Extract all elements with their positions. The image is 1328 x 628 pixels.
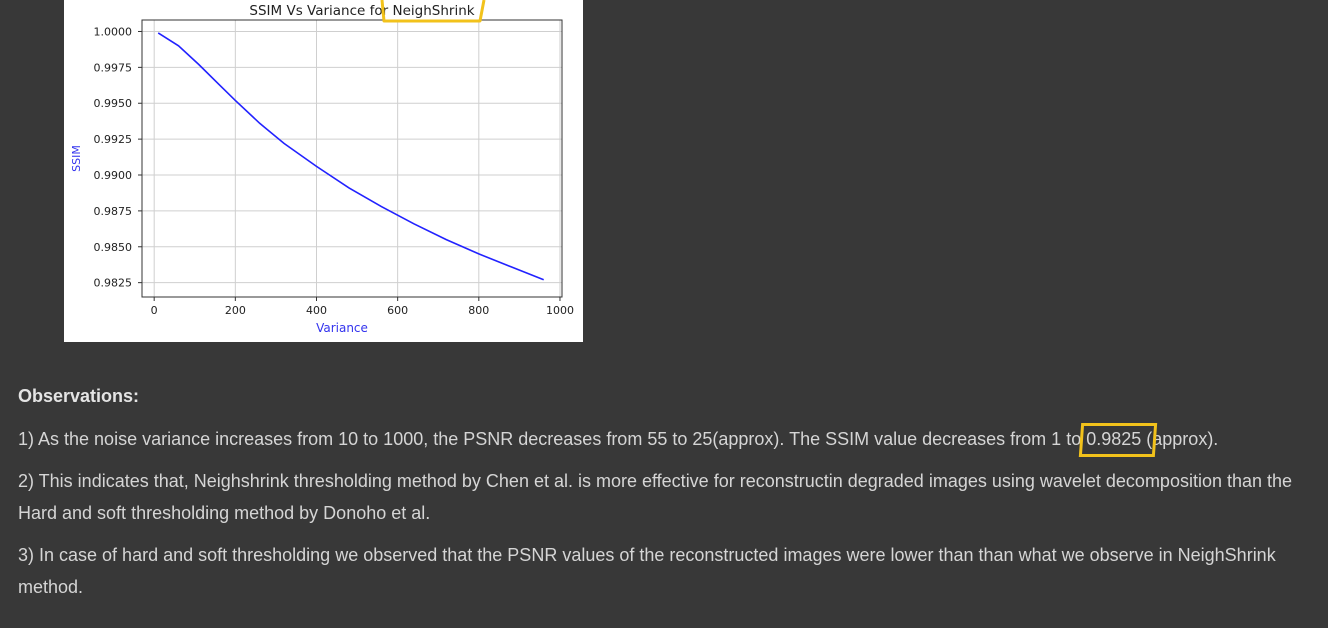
y-tick-label: 0.9900 (94, 169, 133, 182)
observation-1-suffix: (approx). (1141, 429, 1219, 449)
chart-title: SSIM Vs Variance for NeighShrink (249, 3, 474, 19)
highlight-annotation: 0.9825 (1079, 423, 1158, 457)
x-tick-label: 800 (468, 304, 489, 317)
x-tick-label: 1000 (546, 304, 574, 317)
y-tick-label: 0.9925 (94, 133, 133, 146)
observations-heading: Observations: (18, 386, 140, 406)
y-tick-label: 0.9875 (94, 205, 133, 218)
x-tick-label: 200 (225, 304, 246, 317)
ssim-variance-chart: 0 200 400 600 800 1000 0.9825 0.9850 0.9875 0.990… (70, 0, 574, 335)
observations-section: Observations: 1) As the noise variance i… (18, 383, 1308, 613)
y-axis-label: SSIM (70, 145, 83, 172)
y-tick-label: 0.9850 (94, 241, 133, 254)
observation-item-3: 3) In case of hard and soft thresholding… (18, 545, 1276, 597)
y-tick-label: 0.9975 (94, 61, 133, 74)
y-tick-label: 1.0000 (94, 25, 133, 38)
highlighted-value: 0.9825 (1086, 429, 1142, 449)
plot-frame (141, 19, 563, 298)
series-line (157, 32, 544, 281)
x-axis-label: Variance (316, 321, 368, 335)
observation-item-2: 2) This indicates that, Neighshrink thre… (18, 471, 1293, 523)
y-tick-label: 0.9825 (94, 277, 133, 290)
x-tick-label: 0 (151, 304, 158, 317)
x-tick-label: 600 (387, 304, 408, 317)
x-tick-label: 400 (306, 304, 327, 317)
title-highlight-annotation (380, 0, 486, 23)
observation-item-1: 1) As the noise variance increases from … (18, 423, 1308, 457)
chart-card: 0 200 400 600 800 1000 0.9825 0.9850 0.9875 0.990… (64, 0, 583, 342)
y-tick-label: 0.9950 (94, 97, 133, 110)
observation-1-prefix: 1) As the noise variance increases from … (18, 429, 1087, 449)
